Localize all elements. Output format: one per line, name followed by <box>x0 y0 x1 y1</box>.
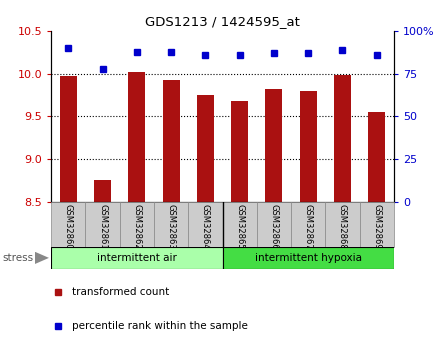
Text: stress: stress <box>2 253 33 263</box>
Bar <box>85 202 120 247</box>
Bar <box>197 95 214 202</box>
Bar <box>360 202 394 247</box>
Bar <box>188 202 222 247</box>
Bar <box>222 202 257 247</box>
Bar <box>368 112 385 202</box>
Bar <box>128 72 146 202</box>
Bar <box>162 80 180 202</box>
Text: percentile rank within the sample: percentile rank within the sample <box>72 322 247 331</box>
Text: GSM32863: GSM32863 <box>166 204 176 250</box>
Bar <box>257 202 291 247</box>
Text: GSM32861: GSM32861 <box>98 204 107 250</box>
Text: GSM32864: GSM32864 <box>201 204 210 250</box>
Text: GSM32865: GSM32865 <box>235 204 244 250</box>
Bar <box>51 202 85 247</box>
Polygon shape <box>35 252 49 264</box>
Bar <box>120 202 154 247</box>
Bar <box>265 89 283 202</box>
Bar <box>94 180 111 202</box>
Text: GSM32867: GSM32867 <box>303 204 313 250</box>
Text: GSM32862: GSM32862 <box>132 204 142 250</box>
Text: intermittent hypoxia: intermittent hypoxia <box>255 253 362 263</box>
Bar <box>334 75 351 202</box>
Bar <box>325 202 360 247</box>
Text: intermittent air: intermittent air <box>97 253 177 263</box>
Text: GSM32869: GSM32869 <box>372 204 381 250</box>
Text: transformed count: transformed count <box>72 287 169 297</box>
Bar <box>222 247 394 269</box>
Bar <box>60 76 77 202</box>
Bar <box>231 101 248 202</box>
Bar <box>299 91 317 202</box>
Bar <box>291 202 325 247</box>
Title: GDS1213 / 1424595_at: GDS1213 / 1424595_at <box>145 16 300 29</box>
Text: GSM32860: GSM32860 <box>64 204 73 250</box>
Bar <box>51 247 223 269</box>
Text: GSM32866: GSM32866 <box>269 204 279 250</box>
Bar <box>154 202 188 247</box>
Text: GSM32868: GSM32868 <box>338 204 347 250</box>
